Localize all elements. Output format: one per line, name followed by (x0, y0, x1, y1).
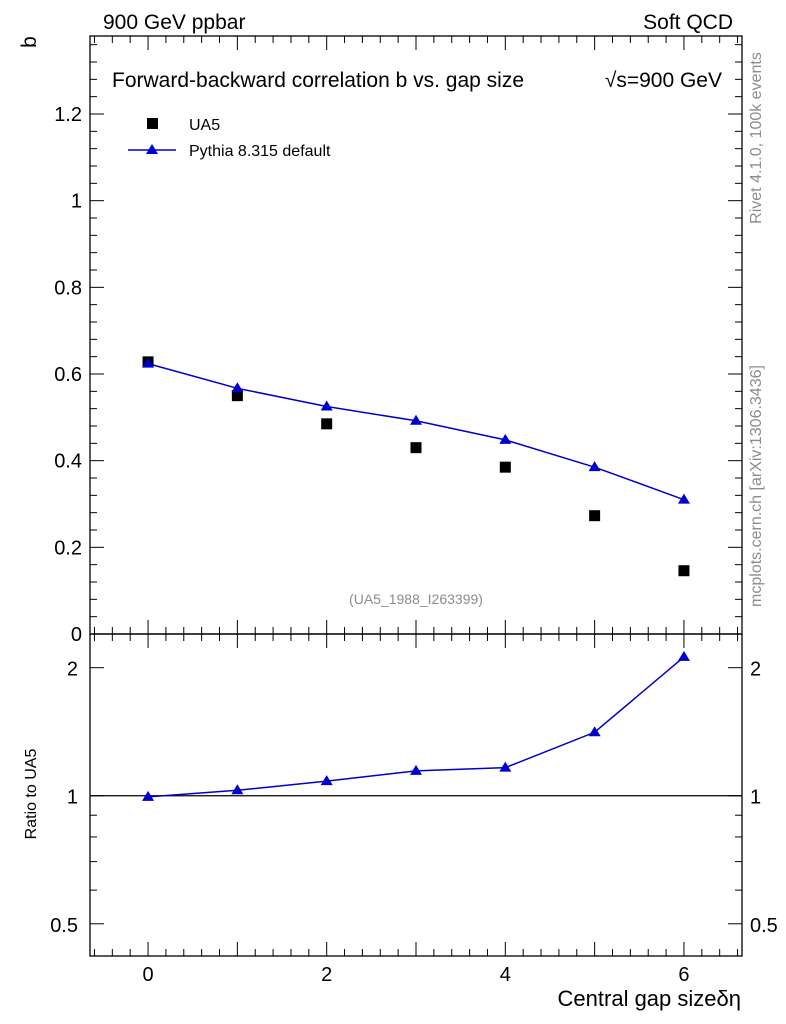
ratio-data-point (142, 790, 155, 801)
ua5-data-point (589, 510, 601, 522)
ua5-data-point (678, 565, 690, 577)
main-y-tick-labels: 0 0.2 0.4 0.6 0.8 1 1.2 (54, 104, 82, 646)
legend: UA5 Pythia 8.315 default (128, 117, 331, 160)
main-y-tick-label: 1.2 (54, 104, 82, 126)
ratio-y-tick-labels: 0.5 0.5 1 1 2 2 (50, 659, 778, 937)
ua5-data-point (410, 442, 422, 454)
x-tick-label: 6 (678, 964, 689, 986)
ratio-axis-ticks (90, 634, 742, 956)
x-tick-label: 0 (142, 964, 153, 986)
ratio-panel-frame (89, 633, 743, 957)
ratio-y-tick-label-right: 2 (750, 659, 761, 681)
pythia-data-point (677, 493, 690, 504)
x-tick-label: 4 (500, 964, 511, 986)
pythia-data-point (588, 461, 601, 472)
ratio-y-tick-label-left: 0.5 (50, 915, 78, 937)
ratio-data-point (231, 784, 244, 795)
rivet-version-label: Rivet 4.1.0, 100k events (748, 52, 765, 224)
ratio-y-tick-label-right: 0.5 (750, 915, 778, 937)
main-series (142, 356, 690, 577)
header-left: 900 GeV ppbar (103, 11, 245, 34)
main-y-tick-label: 1 (71, 191, 82, 213)
legend-pythia-marker (146, 144, 158, 154)
main-title-energy: √s=900 GeV (605, 69, 722, 92)
ratio-series-line (147, 656, 685, 798)
main-axis-ticks (90, 36, 742, 635)
main-y-tick-label: 0 (71, 624, 82, 646)
x-axis-label: Central gap sizeδη (558, 986, 741, 1011)
ua5-data-point (231, 390, 243, 402)
legend-ua5-label: UA5 (189, 117, 220, 134)
pythia-data-point (320, 400, 333, 411)
main-y-axis-label: b (18, 36, 41, 48)
legend-ua5-marker (147, 118, 158, 129)
x-tick-labels: 0 2 4 6 (142, 964, 689, 986)
pythia-series-line (147, 362, 685, 501)
ratio-data-point (320, 775, 333, 786)
ua5-data-point (321, 418, 333, 430)
ratio-y-axis-label: Ratio to UA5 (23, 749, 40, 840)
ratio-series (90, 650, 742, 801)
pythia-data-point (231, 382, 244, 393)
pythia-data-point (410, 414, 422, 425)
ratio-data-point (677, 650, 690, 661)
header-right: Soft QCD (643, 11, 733, 34)
main-y-tick-label: 0.2 (54, 537, 82, 559)
ratio-y-tick-label-left: 2 (67, 659, 78, 681)
ratio-data-point (410, 764, 422, 775)
ratio-y-tick-label-left: 1 (67, 787, 78, 809)
main-title: Forward-backward correlation b vs. gap s… (112, 69, 524, 92)
ua5-data-point (499, 461, 511, 473)
main-y-tick-label: 0.4 (54, 451, 82, 473)
main-panel-frame (89, 35, 743, 635)
x-tick-label: 2 (321, 964, 332, 986)
ratio-y-tick-label-right: 1 (750, 787, 761, 809)
analysis-watermark: (UA5_1988_I263399) (349, 591, 483, 607)
main-y-tick-label: 0.8 (54, 277, 82, 299)
pythia-data-point (142, 357, 155, 368)
ratio-data-point (588, 726, 601, 737)
legend-pythia-label: Pythia 8.315 default (189, 143, 331, 160)
ratio-data-point (499, 761, 512, 772)
mcplots-label: mcplots.cern.ch [arXiv:1306.3436] (748, 365, 765, 607)
pythia-data-point (499, 433, 512, 444)
main-y-tick-label: 0.6 (54, 364, 82, 386)
